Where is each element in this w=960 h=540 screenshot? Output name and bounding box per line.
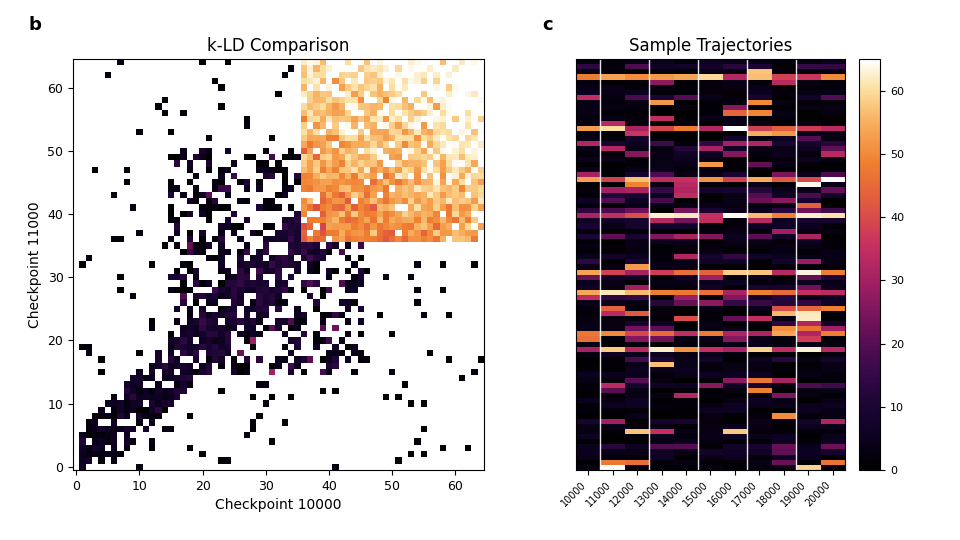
Text: b: b <box>29 16 41 34</box>
Title: k-LD Comparison: k-LD Comparison <box>207 37 349 55</box>
X-axis label: Checkpoint 10000: Checkpoint 10000 <box>215 498 342 512</box>
Y-axis label: Checkpoint 11000: Checkpoint 11000 <box>28 201 42 328</box>
Title: Sample Trajectories: Sample Trajectories <box>629 37 792 55</box>
Text: c: c <box>542 16 553 34</box>
